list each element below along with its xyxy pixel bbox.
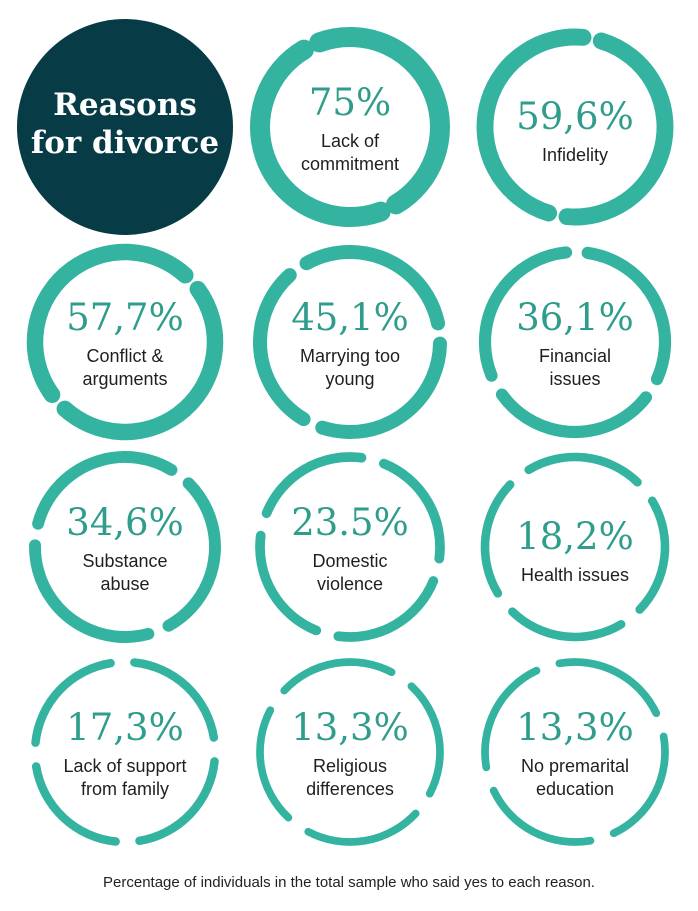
title-badge (17, 19, 233, 235)
percent-value: 57,7% (66, 296, 184, 339)
percent-value: 23.5% (291, 501, 409, 544)
gauge-ring (478, 245, 672, 439)
reason-label: Domestic (312, 551, 387, 571)
reason-label: Conflict & (86, 346, 163, 366)
reason-label: issues (549, 369, 600, 389)
gauge-ring (481, 658, 669, 846)
reason-label: differences (306, 779, 394, 799)
reason-label: No premarital (521, 756, 629, 776)
title-line: Reasons (53, 87, 197, 123)
reason-label: from family (81, 779, 169, 799)
reason-label: Infidelity (542, 145, 608, 165)
reason-label: arguments (82, 369, 167, 389)
reason-label: Religious (313, 756, 387, 776)
reason-label: violence (317, 574, 383, 594)
gauge-ring (256, 658, 444, 846)
gauge-ring (255, 452, 445, 642)
reason-label: Health issues (521, 565, 629, 585)
percent-value: 17,3% (66, 706, 184, 749)
gauge-ring (480, 452, 670, 642)
percent-value: 59,6% (516, 95, 634, 138)
percent-value: 45,1% (291, 296, 409, 339)
percent-value: 34,6% (66, 501, 184, 544)
reason-label: Financial (539, 346, 611, 366)
gauge-ring (30, 657, 220, 847)
reason-label: education (536, 779, 614, 799)
reason-label: Substance (82, 551, 167, 571)
gauge-ring (253, 245, 447, 439)
reason-label: abuse (100, 574, 149, 594)
title-line: for divorce (31, 125, 219, 161)
caption: Percentage of individuals in the total s… (103, 874, 595, 891)
percent-value: 18,2% (516, 515, 634, 558)
gauge-ring (26, 243, 224, 441)
percent-value: 75% (309, 81, 391, 124)
gauge-ring (476, 28, 674, 226)
reason-label: Lack of support (63, 756, 186, 776)
gauge-ring (29, 451, 221, 643)
percent-value: 13,3% (291, 706, 409, 749)
percent-value: 13,3% (516, 706, 634, 749)
reason-label: young (325, 369, 374, 389)
reason-label: Marrying too (300, 346, 400, 366)
percent-value: 36,1% (516, 296, 634, 339)
gauge-ring (250, 27, 450, 227)
reason-label: Lack of (321, 131, 380, 151)
reason-label: commitment (301, 154, 399, 174)
